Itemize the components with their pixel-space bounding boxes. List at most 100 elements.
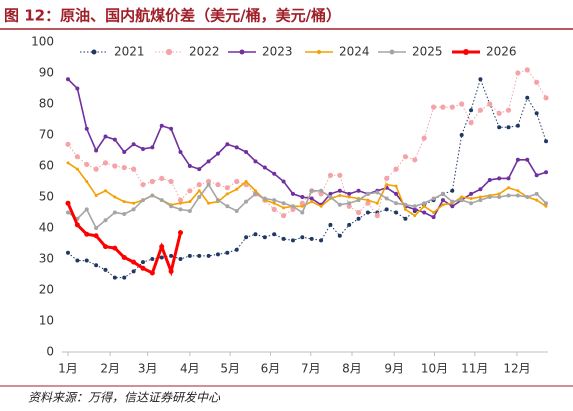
data-point <box>234 208 239 213</box>
y-tick-label: 90 <box>39 66 54 80</box>
data-point <box>347 222 352 227</box>
data-point <box>225 142 230 147</box>
data-point <box>215 182 221 188</box>
legend-marker <box>91 49 97 55</box>
data-point <box>262 165 267 170</box>
legend-label: 2021 <box>114 45 145 59</box>
data-point <box>365 210 370 215</box>
data-point <box>140 260 145 265</box>
data-point <box>159 175 165 181</box>
data-point <box>169 253 174 258</box>
data-point <box>478 198 483 203</box>
legend-label: 2024 <box>339 45 370 59</box>
data-point <box>121 164 127 171</box>
x-tick-label: 10月 <box>421 362 448 376</box>
data-point <box>159 255 164 260</box>
data-point <box>440 191 445 196</box>
data-point <box>478 195 482 199</box>
data-point <box>234 247 239 252</box>
data-point <box>309 196 314 201</box>
data-point <box>84 207 89 212</box>
data-point <box>337 188 342 193</box>
data-point <box>402 154 409 160</box>
data-point <box>299 200 305 206</box>
data-point <box>103 134 108 139</box>
data-point <box>131 269 136 274</box>
data-point <box>309 188 314 193</box>
data-point <box>431 196 436 201</box>
data-point <box>412 204 417 209</box>
data-point <box>515 70 521 76</box>
data-point <box>84 231 90 237</box>
data-point <box>375 201 379 205</box>
data-point <box>112 275 117 280</box>
data-point <box>525 195 530 199</box>
data-point <box>85 180 89 183</box>
data-point <box>94 263 99 268</box>
data-point <box>177 230 183 236</box>
y-tick-label: 100 <box>31 35 54 49</box>
data-point <box>384 196 389 201</box>
data-point <box>215 151 220 156</box>
data-point <box>394 210 399 215</box>
data-point <box>394 191 399 196</box>
y-tick-label: 10 <box>39 314 54 328</box>
data-point <box>310 200 314 204</box>
data-point <box>309 236 314 241</box>
data-point <box>187 188 193 194</box>
legend-marker <box>165 48 173 56</box>
x-tick-label: 11月 <box>461 362 488 376</box>
data-point <box>150 145 155 150</box>
data-point <box>140 146 145 151</box>
data-point <box>403 216 408 221</box>
data-point <box>487 101 493 107</box>
data-point <box>197 189 201 193</box>
data-point <box>412 157 418 163</box>
data-point <box>506 193 511 198</box>
data-point <box>403 207 407 211</box>
x-tick-label: 8月 <box>342 362 362 376</box>
data-point <box>469 108 474 113</box>
data-point <box>413 214 417 218</box>
data-point <box>187 164 192 168</box>
data-point <box>300 235 305 240</box>
data-point <box>319 238 324 243</box>
data-point <box>394 184 398 188</box>
data-point <box>102 160 109 166</box>
data-point <box>497 192 501 196</box>
data-point <box>75 258 80 263</box>
y-tick-label: 70 <box>39 128 54 142</box>
data-point <box>271 206 277 212</box>
data-point <box>94 226 99 230</box>
data-point <box>468 120 474 126</box>
data-point <box>159 198 164 203</box>
data-point <box>477 107 484 113</box>
data-point <box>281 201 286 206</box>
data-point <box>478 187 483 192</box>
data-point <box>75 167 79 171</box>
data-point <box>356 188 361 193</box>
data-point <box>103 218 108 223</box>
data-point <box>253 232 258 237</box>
data-point <box>347 191 352 196</box>
data-point <box>178 150 183 155</box>
data-point <box>131 166 137 172</box>
data-point <box>497 195 502 199</box>
data-point <box>280 213 287 219</box>
data-point <box>197 195 202 199</box>
y-tick-label: 20 <box>39 283 54 297</box>
data-point <box>197 253 202 258</box>
data-point <box>66 161 70 165</box>
data-point <box>112 210 117 215</box>
data-point <box>224 185 230 191</box>
data-point <box>235 187 239 191</box>
data-point <box>384 207 389 212</box>
data-point <box>122 150 127 155</box>
data-point <box>150 257 155 261</box>
legend-label: 2023 <box>262 45 293 59</box>
data-point <box>487 195 492 199</box>
data-point <box>244 150 249 155</box>
y-tick-label: 60 <box>39 159 54 173</box>
data-point <box>103 189 107 193</box>
data-point <box>450 188 455 193</box>
